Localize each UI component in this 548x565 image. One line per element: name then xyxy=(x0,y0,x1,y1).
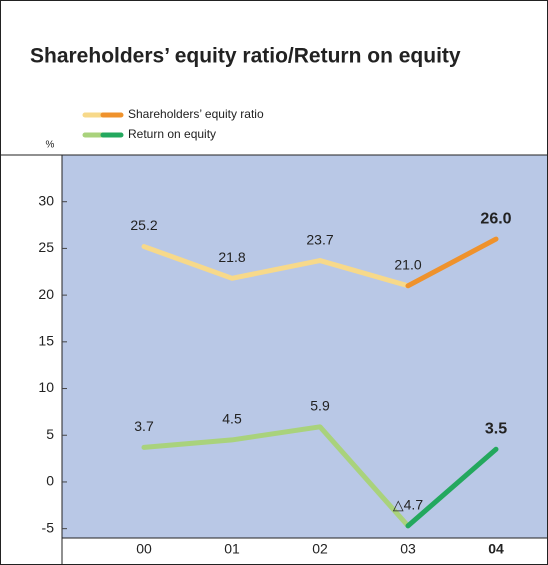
data-label: △4.7 xyxy=(393,497,423,513)
data-label: 21.8 xyxy=(218,249,245,265)
y-tick-label: 15 xyxy=(38,333,54,349)
legend-label: Shareholders’ equity ratio xyxy=(128,107,264,121)
y-tick-label: 10 xyxy=(38,379,54,395)
line xyxy=(405,236,499,289)
y-axis-label: % xyxy=(46,140,55,151)
x-tick-label: 02 xyxy=(312,541,328,557)
y-tick-label: 25 xyxy=(38,239,54,255)
data-label: 4.5 xyxy=(222,411,242,427)
chart-title: Shareholders’ equity ratio/Return on equ… xyxy=(30,45,461,68)
data-label: 21.0 xyxy=(394,256,421,272)
line xyxy=(141,244,411,289)
y-tick-label: 20 xyxy=(38,286,54,302)
x-tick-label: 04 xyxy=(488,541,504,557)
x-tick-label: 01 xyxy=(224,541,240,557)
data-label: 3.5 xyxy=(485,420,507,437)
y-tick-label: 5 xyxy=(46,426,54,442)
y-tick-label: 30 xyxy=(38,192,54,208)
data-label: 3.7 xyxy=(134,418,154,434)
data-label: 23.7 xyxy=(306,231,333,247)
line xyxy=(141,424,411,529)
data-label: 25.2 xyxy=(130,217,157,233)
plot-area xyxy=(62,155,547,538)
data-label: 5.9 xyxy=(310,398,330,414)
x-tick-label: 03 xyxy=(400,541,416,557)
line xyxy=(405,446,499,529)
x-tick-label: 00 xyxy=(136,541,152,557)
y-tick-label: -5 xyxy=(42,519,55,535)
y-tick-label: 0 xyxy=(46,473,54,489)
data-label: 26.0 xyxy=(480,210,511,227)
legend-label: Return on equity xyxy=(128,127,216,141)
